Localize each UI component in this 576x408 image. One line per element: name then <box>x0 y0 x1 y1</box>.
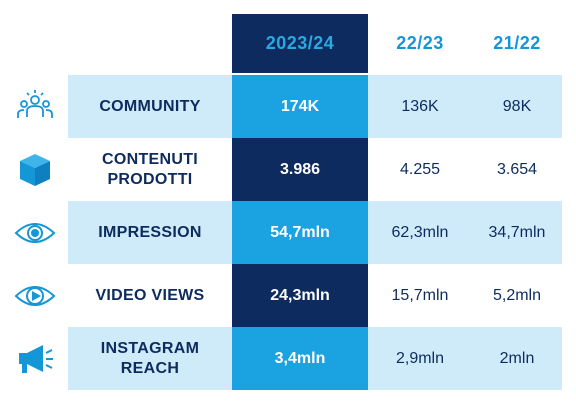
value-prev1: 4.255 <box>368 138 472 201</box>
row-label: VIDEO VIEWS <box>68 264 232 327</box>
value-prev1: 62,3mln <box>368 201 472 264</box>
value-current: 3,4mln <box>232 327 368 390</box>
table-row: INSTAGRAM REACH 3,4mln 2,9mln 2mln <box>0 327 562 390</box>
value-prev1: 15,7mln <box>368 264 472 327</box>
value-current: 3.986 <box>232 138 368 201</box>
value-current: 24,3mln <box>232 264 368 327</box>
video-eye-icon <box>14 275 56 317</box>
value-prev2: 5,2mln <box>472 264 562 327</box>
community-icon <box>14 86 56 128</box>
table-row: IMPRESSION 54,7mln 62,3mln 34,7mln <box>0 201 562 264</box>
eye-icon <box>14 212 56 254</box>
value-current: 174K <box>232 75 368 138</box>
cube-icon <box>14 149 56 191</box>
value-prev2: 34,7mln <box>472 201 562 264</box>
table-row: VIDEO VIEWS 24,3mln 15,7mln 5,2mln <box>0 264 562 327</box>
table-row: CONTENUTI PRODOTTI 3.986 4.255 3.654 <box>0 138 562 201</box>
column-header-current: 2023/24 <box>232 14 368 73</box>
row-label: CONTENUTI PRODOTTI <box>68 138 232 201</box>
value-prev2: 98K <box>472 75 562 138</box>
value-prev2: 3.654 <box>472 138 562 201</box>
column-header-prev2: 21/22 <box>493 33 541 53</box>
value-prev1: 2,9mln <box>368 327 472 390</box>
value-current: 54,7mln <box>232 201 368 264</box>
row-label: INSTAGRAM REACH <box>68 327 232 390</box>
column-header-prev1: 22/23 <box>396 33 444 53</box>
row-label: COMMUNITY <box>68 75 232 138</box>
table-row: COMMUNITY 174K 136K 98K <box>0 75 562 138</box>
megaphone-icon <box>14 338 56 380</box>
value-prev2: 2mln <box>472 327 562 390</box>
value-prev1: 136K <box>368 75 472 138</box>
row-label: IMPRESSION <box>68 201 232 264</box>
